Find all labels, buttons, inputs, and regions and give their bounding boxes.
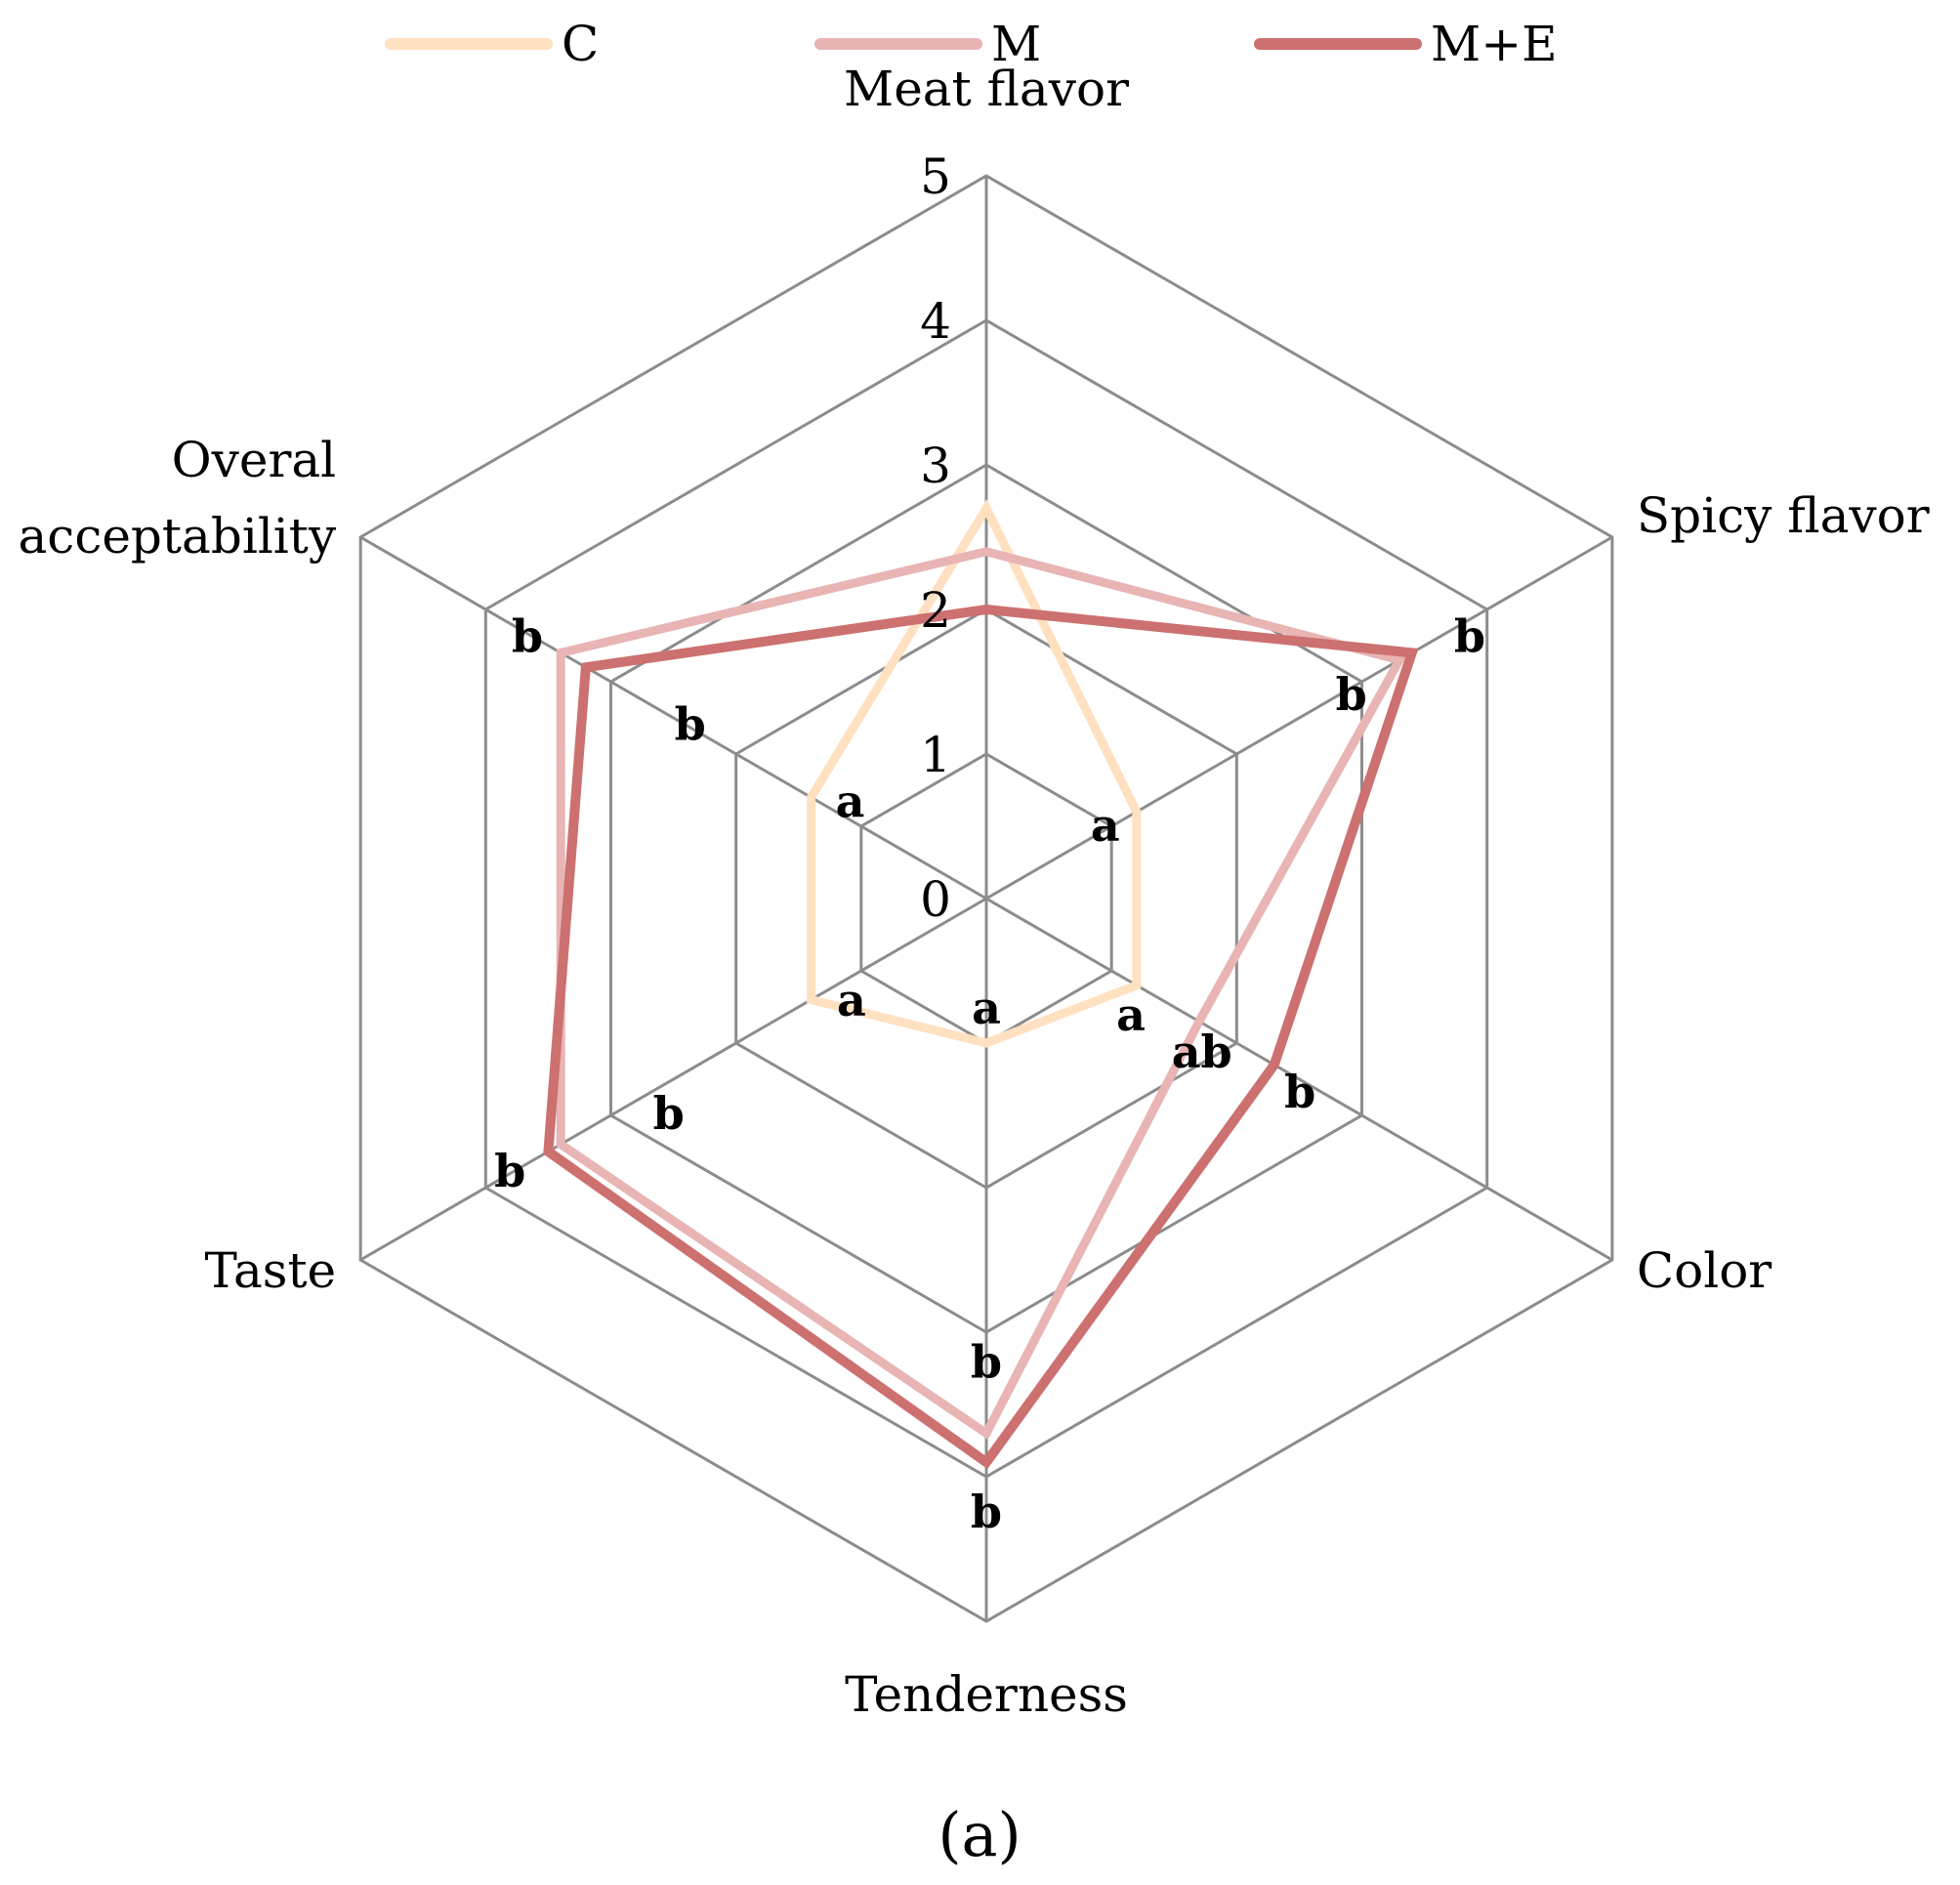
axis-label: Tenderness bbox=[845, 1666, 1128, 1723]
tick-label: 3 bbox=[920, 438, 951, 494]
significance-label: b bbox=[653, 1087, 685, 1140]
grid-spoke-4 bbox=[359, 897, 987, 1262]
axis-label-line: Meat flavor bbox=[844, 61, 1129, 117]
radar-labels: 0 1 2 3 4 5 Meat flavor Spicy flavor Color Tender… bbox=[19, 61, 1930, 1723]
significance-label: a bbox=[836, 775, 865, 827]
axis-label: Spicy flavor bbox=[1637, 487, 1930, 544]
significance-label: a bbox=[1116, 988, 1146, 1041]
axis-label-line: Taste bbox=[205, 1242, 337, 1299]
radar-series bbox=[543, 499, 1419, 1470]
significance-label: b bbox=[971, 1336, 1002, 1389]
significance-label: b bbox=[512, 609, 543, 662]
significance-label: ab bbox=[1172, 1026, 1232, 1078]
axis-label-line: Color bbox=[1637, 1242, 1772, 1299]
significance-label: a bbox=[972, 982, 1001, 1034]
axis-label-line: acceptability bbox=[19, 508, 337, 565]
series-line-C bbox=[807, 499, 1142, 1048]
series-line-M bbox=[556, 547, 1406, 1441]
grid-spoke-2 bbox=[985, 897, 1613, 1262]
tick-label: 0 bbox=[920, 871, 951, 928]
legend: C M M+E bbox=[385, 16, 1558, 72]
tick-label: 1 bbox=[920, 727, 951, 783]
tick-label: 4 bbox=[920, 293, 951, 350]
significance-label: a bbox=[837, 974, 866, 1026]
axis-label-line: Spicy flavor bbox=[1637, 487, 1930, 544]
significance-label: b bbox=[1454, 609, 1485, 662]
axis-label: Overal acceptability bbox=[19, 432, 337, 565]
tick-label: 5 bbox=[920, 148, 951, 205]
legend-label-C: C bbox=[562, 16, 599, 72]
significance-label: b bbox=[675, 698, 706, 751]
grid-spoke-5 bbox=[359, 535, 987, 901]
axis-label: Taste bbox=[205, 1242, 337, 1299]
radar-grid bbox=[358, 174, 1614, 1623]
legend-label-M+E: M+E bbox=[1431, 16, 1558, 72]
significance-label: a bbox=[1091, 799, 1120, 852]
axis-label: Color bbox=[1637, 1242, 1772, 1299]
figure-caption: (a) bbox=[938, 1799, 1021, 1870]
axis-label: Meat flavor bbox=[844, 61, 1129, 117]
significance-label: b bbox=[494, 1145, 525, 1197]
grid-spoke-1 bbox=[985, 535, 1613, 901]
significance-label: b bbox=[1284, 1066, 1315, 1118]
significance-label: b bbox=[971, 1486, 1002, 1538]
tick-label: 2 bbox=[920, 582, 951, 639]
series-line-M+E bbox=[543, 604, 1419, 1470]
legend-label-M: M bbox=[991, 16, 1041, 72]
significance-label: b bbox=[1336, 668, 1367, 721]
axis-label-line: Overal bbox=[172, 432, 337, 488]
axis-label-line: Tenderness bbox=[845, 1666, 1128, 1723]
